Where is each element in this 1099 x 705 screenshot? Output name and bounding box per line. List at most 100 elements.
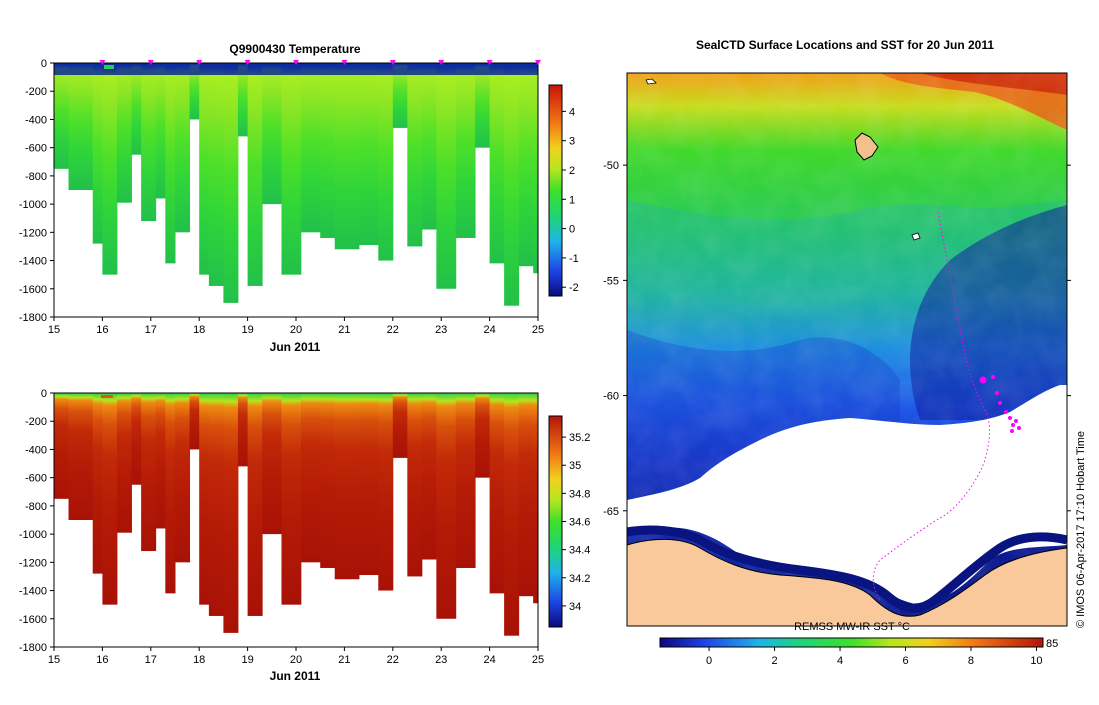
temperature-xtick-label: 17	[145, 324, 157, 336]
salinity-colorbar-label: 34.4	[569, 545, 590, 557]
salinity-profile-column	[155, 393, 166, 529]
seal-location-point	[998, 401, 1002, 405]
sst-colorbar-label: REMSS MW-IR SST °C	[794, 621, 910, 633]
temperature-xtick-label: 15	[48, 324, 60, 336]
temperature-profile-column	[247, 63, 263, 286]
salinity-profile-column	[518, 393, 534, 597]
salinity-profile-column	[421, 393, 437, 560]
salinity-ytick-label: -400	[25, 444, 47, 456]
antarctica-land	[627, 538, 1067, 626]
salinity-xtick-label: 17	[145, 654, 157, 666]
salinity-profile-column	[320, 393, 336, 568]
temperature-profile-column	[392, 63, 408, 128]
salinity-ytick-label: -200	[25, 416, 47, 428]
sst-colorbar-label: 10	[1030, 655, 1042, 667]
seal-location-point	[1014, 419, 1018, 423]
surfacing-marker	[293, 60, 299, 65]
temperature-profile-column	[455, 63, 476, 238]
surfacing-marker	[147, 60, 154, 65]
sst-colorbar-label: 4	[837, 655, 843, 667]
temperature-profile-column	[208, 63, 224, 286]
salinity-xtick-label: 21	[338, 654, 350, 666]
temperature-profile-column	[116, 63, 132, 203]
sst-colorbar-label: 0	[706, 655, 712, 667]
temperature-ytick-label: -1000	[19, 199, 47, 211]
temperature-profile-column	[155, 63, 166, 199]
salinity-xtick-label: 18	[193, 654, 205, 666]
temperature-profile-column	[320, 63, 336, 238]
temperature-profile-column	[533, 63, 538, 274]
temperature-panel: Q9900430 Temperature 15 16 17 18 19 20 21 22 23 2…	[19, 42, 579, 354]
temperature-colorbar-label: 0	[569, 224, 575, 236]
salinity-profile-column	[455, 393, 476, 568]
temperature-profile-column	[262, 63, 282, 205]
salinity-ytick-label: -800	[25, 501, 47, 513]
salinity-profile-column	[92, 393, 103, 574]
surfacing-marker	[486, 60, 493, 65]
salinity-profile-column	[175, 393, 191, 563]
temperature-xtick-label: 24	[483, 324, 495, 336]
surfacing-marker	[244, 60, 251, 65]
salinity-xlabel: Jun 2011	[270, 669, 321, 683]
salinity-profile-column	[392, 393, 408, 458]
temperature-xtick-label: 22	[387, 324, 399, 336]
salinity-profile-column	[131, 393, 142, 485]
temperature-profile-column	[68, 63, 94, 190]
temperature-profile-column	[358, 63, 379, 246]
surfacing-marker	[99, 60, 106, 65]
temperature-curtain	[54, 63, 538, 317]
salinity-colorbar-label: 35	[569, 460, 581, 472]
sst-colorbar-label: 6	[902, 655, 908, 667]
temperature-colorbar-label: -1	[569, 253, 579, 265]
temperature-profile-column	[54, 63, 70, 169]
temperature-xtick-label: 21	[338, 324, 350, 336]
seal-location-point	[1011, 423, 1015, 427]
salinity-ytick-label: 0	[41, 388, 47, 400]
salinity-profile-column	[237, 393, 249, 467]
temperature-profile-column	[141, 63, 157, 222]
temperature-colorbar-label: 1	[569, 194, 575, 206]
map-ytick-label: -50	[603, 160, 619, 172]
temperature-profile-column	[102, 63, 118, 275]
temperature-ytick-label: -200	[25, 86, 47, 98]
temperature-profile-column	[489, 63, 505, 264]
surfacing-marker	[196, 60, 203, 65]
sst-colorbar-label: 8	[968, 655, 974, 667]
temperature-colorbar	[548, 84, 563, 297]
map-title: SealCTD Surface Locations and SST for 20…	[696, 38, 994, 52]
temperature-colorbar-label: 2	[569, 165, 575, 177]
salinity-profile-column	[378, 393, 394, 591]
seal-location-point	[1004, 410, 1008, 414]
salinity-profile-column	[102, 393, 118, 605]
sst-field	[627, 73, 1067, 626]
temperature-xtick-label: 23	[435, 324, 447, 336]
salinity-profile-column	[199, 393, 210, 605]
surfacing-marker	[389, 60, 396, 65]
temperature-xtick-label: 25	[532, 324, 544, 336]
seal-location-point	[1010, 429, 1014, 433]
sea-ice-region	[627, 385, 1067, 605]
salinity-xtick-label: 25	[532, 654, 544, 666]
sst-colorbar-label: 2	[772, 655, 778, 667]
map-ytick-label: -60	[603, 391, 619, 403]
salinity-xtick-label: 24	[483, 654, 495, 666]
salinity-curtain	[54, 393, 538, 647]
salinity-profile-column	[281, 393, 302, 605]
salinity-colorbar-label: 35.2	[569, 432, 590, 444]
salinity-profile-column	[116, 393, 132, 533]
salinity-xtick-label: 20	[290, 654, 302, 666]
temperature-profile-column	[131, 63, 142, 155]
salinity-ytick-label: -1600	[19, 614, 47, 626]
temperature-profile-column	[436, 63, 457, 289]
sst-colorbar-top-label: 85	[1046, 638, 1058, 650]
salinity-xtick-label: 19	[241, 654, 253, 666]
temperature-profile-column	[475, 63, 491, 148]
surfacing-marker	[535, 60, 541, 65]
temperature-profile-column	[165, 63, 176, 264]
island	[854, 132, 879, 161]
temperature-xtick-label: 18	[193, 324, 205, 336]
temperature-colorbar-label: 4	[569, 106, 575, 118]
temperature-profile-column	[199, 63, 210, 275]
temperature-ytick-label: 0	[41, 58, 47, 70]
